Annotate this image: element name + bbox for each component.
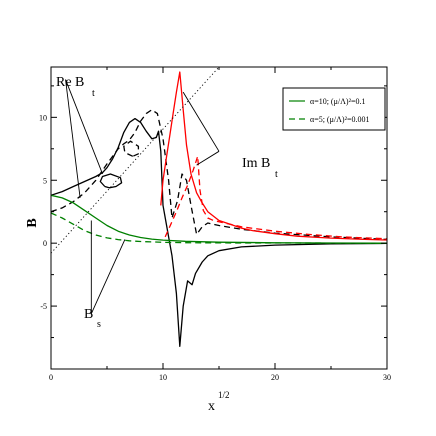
x-tick-label: 30 bbox=[383, 373, 391, 382]
x-tick-label: 0 bbox=[49, 373, 53, 382]
legend-box bbox=[282, 87, 386, 131]
axis-ticks: 0 10 20 30 -5 0 5 10 bbox=[39, 67, 391, 382]
series-re-b-t-3 bbox=[123, 140, 140, 157]
leader-line-im-2 bbox=[182, 91, 220, 152]
annotation-im-bt: Im B bbox=[242, 156, 270, 171]
leader-line-re-1 bbox=[65, 79, 103, 175]
leader-lines bbox=[65, 79, 220, 314]
legend: α=10; (μ/Λ)²=0.1 α=5; (μ/Λ)²=0.001 bbox=[282, 87, 386, 131]
series-im-b-t-5 bbox=[164, 155, 387, 240]
y-tick-label: 0 bbox=[43, 239, 47, 248]
annotation-bs-subscript: s bbox=[97, 319, 101, 330]
leader-line-bs-5 bbox=[90, 239, 126, 314]
leader-line-im-3 bbox=[196, 150, 220, 166]
series-im-b-t-4 bbox=[160, 71, 387, 241]
annotation-re-bt: Re B bbox=[56, 75, 84, 90]
annotation-re-bt-subscript: t bbox=[92, 88, 95, 99]
x-axis-label-main: x bbox=[208, 399, 215, 414]
x-tick-label: 20 bbox=[271, 373, 279, 382]
series-reference-8 bbox=[51, 67, 220, 254]
x-axis-label-exponent: 1/2 bbox=[218, 390, 230, 400]
leader-line-re-0 bbox=[65, 79, 81, 198]
annotation-im-bt-subscript: t bbox=[275, 169, 278, 180]
y-tick-label: -5 bbox=[40, 302, 47, 311]
x-axis-label: x bbox=[208, 399, 215, 414]
y-tick-label: 5 bbox=[43, 176, 47, 185]
y-tick-label: 10 bbox=[39, 113, 47, 122]
annotation-bs: B bbox=[84, 307, 93, 322]
series-re-b-t-0 bbox=[51, 117, 387, 347]
y-axis-label: B bbox=[25, 218, 40, 227]
series-re-b-t-1 bbox=[99, 173, 123, 189]
x-tick-label: 10 bbox=[159, 373, 167, 382]
series-layer bbox=[51, 67, 387, 347]
legend-label-1: α=10; (μ/Λ)²=0.1 bbox=[310, 97, 365, 106]
legend-label-2: α=5; (μ/Λ)²=0.001 bbox=[310, 115, 369, 124]
